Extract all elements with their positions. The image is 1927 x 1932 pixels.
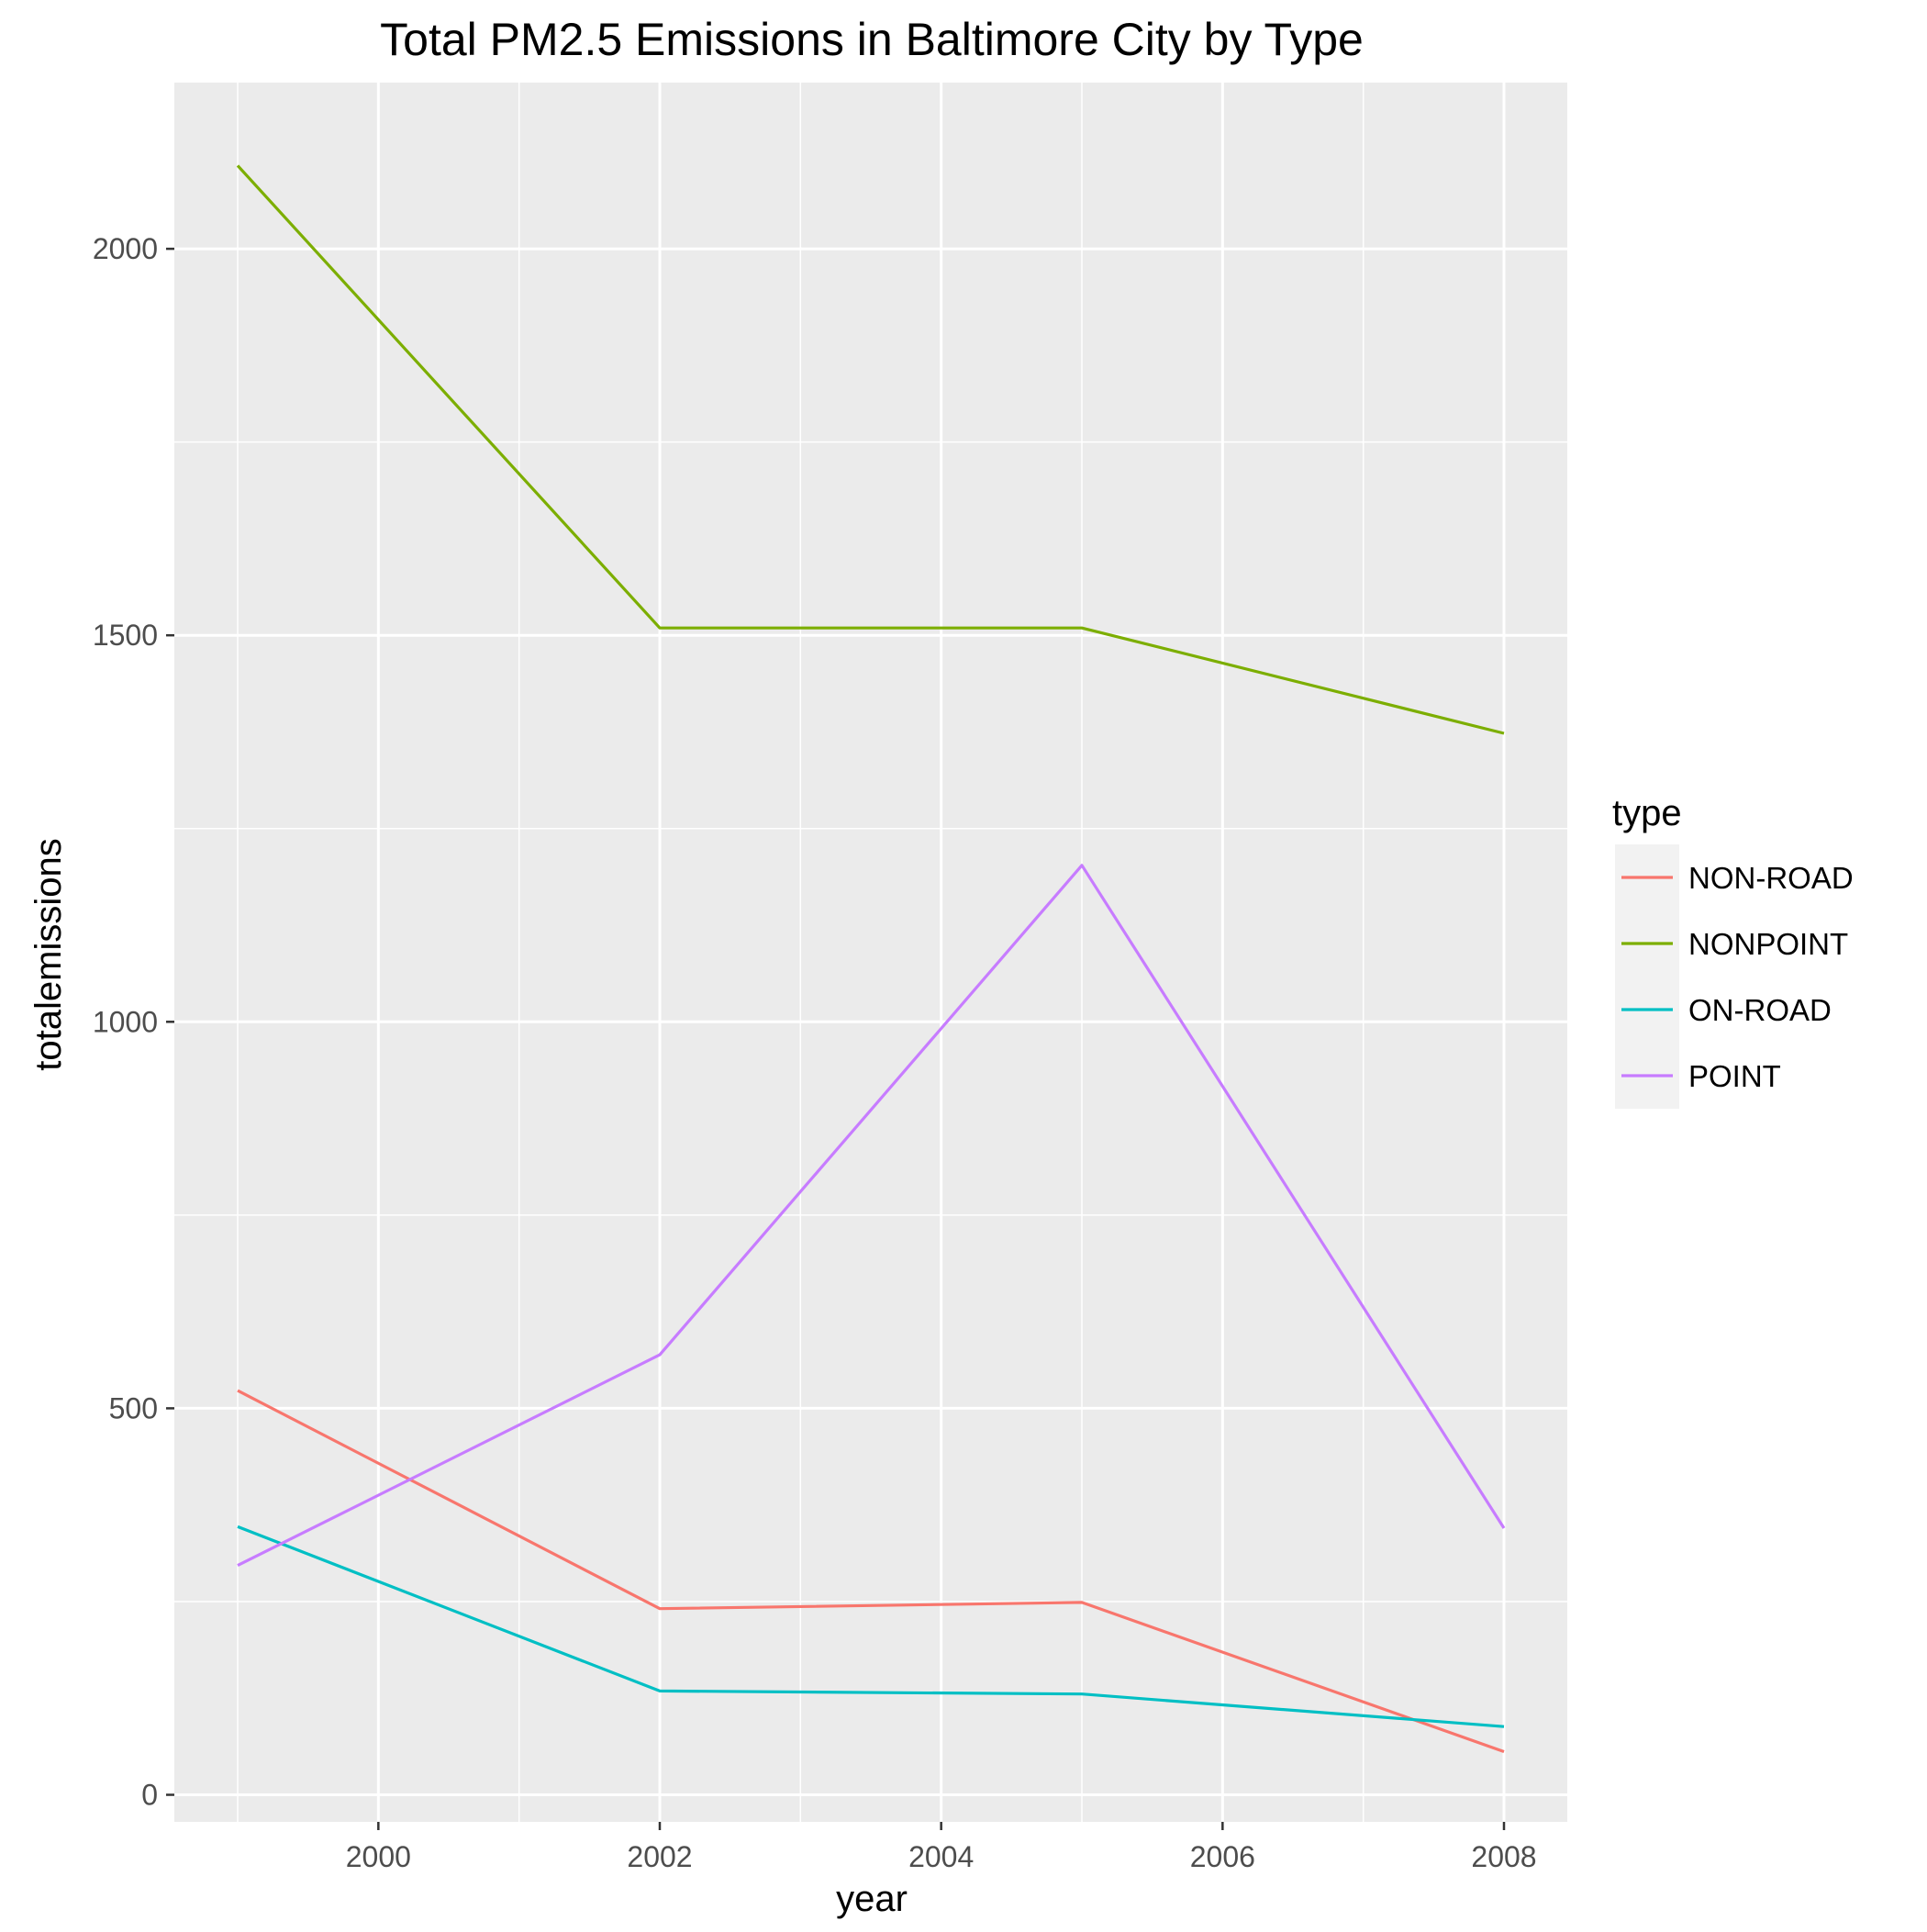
series-line-point bbox=[237, 864, 1506, 1568]
legend-label: NON-ROAD bbox=[1688, 861, 1854, 895]
chart-title: Total PM2.5 Emissions in Baltimore City … bbox=[380, 14, 1364, 65]
x-tick-label: 2008 bbox=[1471, 1840, 1536, 1873]
series-line-non-road bbox=[237, 1389, 1505, 1754]
legend: type NON-ROAD NONPOINT ON-ROAD POINT bbox=[1612, 793, 1854, 1109]
major-gridlines bbox=[174, 83, 1567, 1822]
series-lines bbox=[236, 164, 1506, 1754]
y-tick-label: 1500 bbox=[93, 619, 158, 652]
legend-label: POINT bbox=[1688, 1059, 1781, 1093]
y-axis-title: totalemissions bbox=[28, 838, 69, 1070]
y-tick-label: 1000 bbox=[93, 1005, 158, 1038]
y-axis: 0 500 1000 1500 2000 bbox=[93, 232, 174, 1812]
series-line-on-road bbox=[237, 1524, 1505, 1728]
plot-panel bbox=[174, 83, 1567, 1822]
x-tick-label: 2006 bbox=[1190, 1840, 1255, 1873]
y-tick-label: 0 bbox=[141, 1779, 158, 1812]
legend-key-background bbox=[1615, 844, 1679, 1109]
legend-items: NON-ROAD NONPOINT ON-ROAD POINT bbox=[1615, 844, 1854, 1109]
minor-gridlines bbox=[174, 83, 1567, 1822]
y-tick-label: 500 bbox=[109, 1391, 158, 1424]
y-tick-label: 2000 bbox=[93, 232, 158, 265]
x-axis: 2000 2002 2004 2006 2008 bbox=[346, 1822, 1537, 1873]
x-tick-label: 2002 bbox=[627, 1840, 692, 1873]
x-axis-title: year bbox=[836, 1879, 908, 1919]
legend-label: ON-ROAD bbox=[1688, 993, 1832, 1027]
legend-label: NONPOINT bbox=[1688, 927, 1848, 961]
x-tick-label: 2000 bbox=[346, 1840, 411, 1873]
series-line-nonpoint bbox=[236, 164, 1505, 735]
legend-title: type bbox=[1612, 793, 1682, 833]
x-tick-label: 2004 bbox=[908, 1840, 974, 1873]
